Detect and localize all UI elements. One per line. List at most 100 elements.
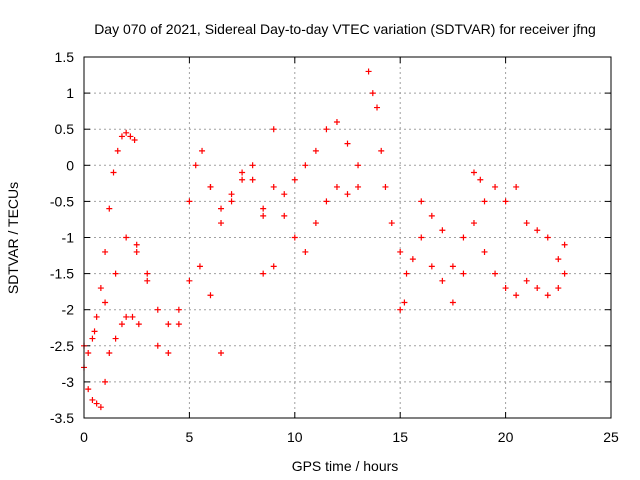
y-tick-label: -3.5	[50, 410, 74, 426]
data-point	[93, 313, 100, 320]
data-point	[218, 220, 225, 227]
data-point	[481, 198, 488, 205]
data-point	[196, 263, 203, 270]
data-point	[112, 270, 119, 277]
data-point	[333, 183, 340, 190]
data-point	[492, 270, 499, 277]
data-point	[260, 205, 267, 212]
data-point	[270, 126, 277, 133]
data-point	[281, 212, 288, 219]
data-point	[409, 256, 416, 263]
data-point	[323, 126, 330, 133]
data-point	[260, 270, 267, 277]
data-point	[175, 321, 182, 328]
data-point	[270, 263, 277, 270]
data-point	[302, 248, 309, 255]
series-track-d	[133, 147, 277, 357]
data-point	[312, 147, 319, 154]
data-point	[534, 285, 541, 292]
data-point	[355, 183, 362, 190]
data-point	[123, 313, 130, 320]
data-point	[218, 205, 225, 212]
data-point	[561, 241, 568, 248]
data-point	[165, 350, 172, 357]
y-axis-label: SDTVAR / TECUs	[5, 182, 21, 294]
y-tick-label: -2.5	[50, 338, 74, 354]
data-point	[260, 212, 267, 219]
x-tick-label: 5	[186, 429, 194, 445]
data-point	[165, 321, 172, 328]
data-point	[133, 248, 140, 255]
series-track-j	[470, 220, 568, 299]
data-point	[102, 248, 109, 255]
data-point	[91, 328, 98, 335]
data-point	[89, 396, 96, 403]
data-point	[192, 162, 199, 169]
x-tick-label: 0	[80, 429, 88, 445]
data-point	[401, 299, 408, 306]
x-tick-label: 25	[603, 429, 619, 445]
data-point	[388, 220, 395, 227]
plot-frame	[83, 56, 612, 419]
data-point	[312, 220, 319, 227]
data-point	[481, 248, 488, 255]
series-track-b	[81, 313, 142, 411]
data-point	[418, 198, 425, 205]
data-point	[523, 220, 530, 227]
data-point	[123, 234, 130, 241]
data-point	[397, 306, 404, 313]
data-point	[555, 285, 562, 292]
data-point	[97, 285, 104, 292]
data-point	[477, 176, 484, 183]
series-track-g	[365, 68, 467, 277]
data-point	[129, 313, 136, 320]
data-point	[281, 191, 288, 198]
data-point	[112, 335, 119, 342]
data-point	[449, 263, 456, 270]
data-point	[418, 234, 425, 241]
data-point	[131, 137, 138, 144]
series-track-h	[397, 234, 467, 313]
data-point	[114, 147, 121, 154]
data-point	[239, 176, 246, 183]
data-point	[492, 183, 499, 190]
data-point	[154, 342, 161, 349]
data-point	[439, 227, 446, 234]
data-point	[502, 198, 509, 205]
data-point	[144, 277, 151, 284]
data-point	[118, 321, 125, 328]
data-point	[460, 270, 467, 277]
data-point	[93, 400, 100, 407]
y-tick-label: 1.5	[55, 49, 75, 65]
data-markers	[81, 68, 568, 411]
data-point	[249, 162, 256, 169]
data-point	[470, 220, 477, 227]
series-track-i	[470, 169, 568, 263]
axis-ticks: 0 5 10 15 20 25 -3.5 -3 -2.5 -2 -1.5 -1 -0.5 0 0.5 1 1.5	[50, 49, 619, 445]
data-point	[460, 234, 467, 241]
data-point	[218, 350, 225, 357]
data-point	[186, 198, 193, 205]
y-tick-label: -0.5	[50, 193, 74, 209]
y-tick-label: -3	[62, 374, 75, 390]
data-point	[133, 241, 140, 248]
data-point	[523, 277, 530, 284]
data-point	[302, 162, 309, 169]
y-tick-label: -2	[62, 302, 75, 318]
series-track-f	[260, 183, 362, 277]
series-track-c	[91, 234, 225, 357]
data-point	[365, 68, 372, 75]
data-point	[449, 299, 456, 306]
x-tick-label: 15	[392, 429, 408, 445]
data-point	[106, 205, 113, 212]
y-tick-label: -1.5	[50, 266, 74, 282]
grid-lines	[84, 57, 611, 418]
data-point	[369, 90, 376, 97]
data-point	[555, 256, 562, 263]
data-point	[135, 321, 142, 328]
data-point	[110, 169, 117, 176]
data-point	[513, 292, 520, 299]
data-point	[207, 183, 214, 190]
y-tick-label: 1	[66, 85, 74, 101]
